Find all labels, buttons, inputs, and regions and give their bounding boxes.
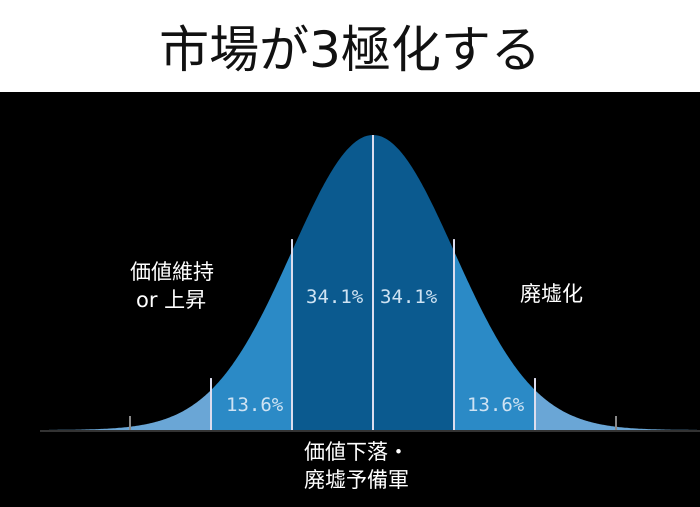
bottom-label-line2: 廃墟予備軍 [304, 468, 409, 492]
slide-title: 市場が3極化する [159, 21, 541, 79]
left-label-line1: 価値維持 [130, 260, 214, 284]
pct-label-right-1sigma: 34.1% [380, 286, 438, 308]
bottom-label-line1: 価値下落・ [304, 440, 409, 464]
bell-curve: 13.6% 34.1% 34.1% 13.6% [40, 135, 700, 432]
pct-label-right-2sigma: 13.6% [467, 394, 525, 416]
band-outer-left [49, 390, 211, 430]
right-label: 廃墟化 [520, 282, 583, 306]
left-label-line2: or 上昇 [136, 288, 207, 312]
pct-label-left-1sigma: 34.1% [306, 286, 364, 308]
left-label: 価値維持 or 上昇 [130, 258, 214, 314]
band-outer-right [535, 390, 697, 430]
bottom-label: 価値下落・ 廃墟予備軍 [304, 438, 409, 494]
band-middle-right [454, 251, 535, 430]
diagram-area: 13.6% 34.1% 34.1% 13.6% 価値維持 or 上昇 廃墟化 価… [0, 92, 700, 507]
band-middle-left [211, 251, 292, 430]
pct-label-left-2sigma: 13.6% [226, 394, 284, 416]
